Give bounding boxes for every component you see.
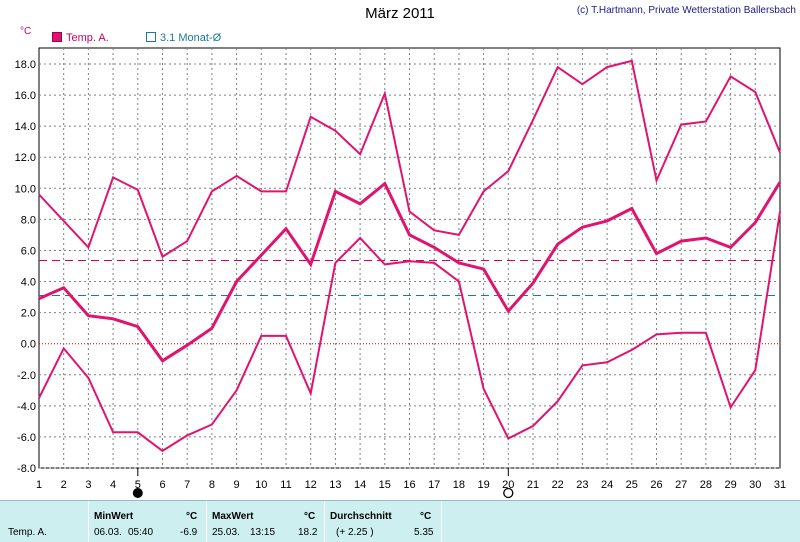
y-tick-label: 14.0 bbox=[15, 121, 36, 133]
x-tick-label: 17 bbox=[428, 479, 440, 491]
max-value-time: 13:15 bbox=[250, 527, 276, 538]
x-tick-label: 28 bbox=[700, 479, 712, 491]
stats-divider bbox=[324, 501, 325, 542]
x-tick-label: 30 bbox=[749, 479, 761, 491]
x-tick-label: 12 bbox=[305, 479, 317, 491]
x-tick-label: 18 bbox=[453, 479, 465, 491]
y-tick-label: 6.0 bbox=[21, 245, 36, 257]
x-tick-label: 20 bbox=[502, 479, 514, 491]
stats-divider bbox=[441, 501, 442, 542]
y-tick-label: -8.0 bbox=[17, 463, 36, 475]
legend-swatch-month-average bbox=[146, 32, 156, 42]
legend-item-month-average[interactable]: 3.1 Monat-Ø bbox=[146, 32, 221, 44]
x-tick-label: 9 bbox=[234, 479, 240, 491]
x-tick-label: 31 bbox=[774, 479, 786, 491]
average-header: Durchschnitt bbox=[330, 511, 392, 522]
y-tick-label: 0.0 bbox=[21, 339, 36, 351]
full-moon-icon bbox=[503, 487, 514, 499]
x-tick-label: 23 bbox=[576, 479, 588, 491]
legend-label-temperature: Temp. A. bbox=[66, 32, 109, 44]
max-value-unit: °C bbox=[304, 511, 316, 522]
new-moon-icon bbox=[132, 488, 143, 498]
y-tick-label: 12.0 bbox=[15, 152, 36, 164]
series-line-max bbox=[38, 59, 781, 259]
x-tick-label: 7 bbox=[184, 479, 190, 491]
legend-label-month-average: 3.1 Monat-Ø bbox=[160, 32, 222, 44]
y-axis-unit-label: °C bbox=[20, 26, 32, 37]
y-tick-label: 10.0 bbox=[15, 183, 36, 195]
x-tick-label: 15 bbox=[379, 479, 391, 491]
x-tick-label: 21 bbox=[527, 479, 539, 491]
y-tick-label: -2.0 bbox=[17, 370, 36, 382]
x-tick-label: 26 bbox=[650, 479, 662, 491]
average-value: 5.35 bbox=[414, 527, 434, 538]
grid bbox=[38, 47, 781, 469]
temperature-chart: 18.0 16.0 14.0 12.0 10.0 8.0 6.0 4.0 2.0 0.0 -2.0 -… bbox=[15, 47, 787, 499]
x-tick-label: 5 bbox=[135, 479, 141, 491]
min-value-time: 05:40 bbox=[128, 527, 154, 538]
x-tick-label: 24 bbox=[601, 479, 613, 491]
x-tick-label: 2 bbox=[61, 479, 67, 491]
series-line-min bbox=[38, 211, 781, 453]
series-lines bbox=[38, 59, 782, 453]
stats-row-label: Temp. A. bbox=[8, 527, 47, 538]
x-tick-label: 29 bbox=[724, 479, 736, 491]
y-tick-label: 18.0 bbox=[15, 59, 36, 71]
x-tick-label: 3 bbox=[85, 479, 91, 491]
min-value-date: 06.03. bbox=[94, 527, 122, 538]
x-tick-label: 27 bbox=[675, 479, 687, 491]
max-value-date: 25.03. bbox=[212, 527, 240, 538]
stats-divider bbox=[206, 501, 207, 542]
moon-phase-markers bbox=[132, 468, 514, 499]
legend-item-temperature[interactable]: Temp. A. bbox=[52, 32, 109, 44]
x-tick-label: 14 bbox=[354, 479, 366, 491]
y-tick-label: 4.0 bbox=[21, 277, 36, 289]
tick-labels: 18.0 16.0 14.0 12.0 10.0 8.0 6.0 4.0 2.0 0.0 -2.0 -… bbox=[15, 59, 787, 491]
series-line-mean bbox=[38, 181, 782, 363]
statistics-panel: Temp. A. MinWert °C 06.03. 05:40 -6.9 Ma… bbox=[0, 500, 800, 542]
min-value-header: MinWert bbox=[94, 511, 134, 522]
x-tick-label: 16 bbox=[403, 479, 415, 491]
max-value-header: MaxWert bbox=[212, 511, 254, 522]
x-tick-label: 11 bbox=[280, 479, 291, 491]
x-tick-label: 13 bbox=[329, 479, 341, 491]
x-tick-label: 8 bbox=[209, 479, 215, 491]
max-value: 18.2 bbox=[298, 527, 318, 538]
chart-title: März 2011 bbox=[365, 5, 435, 22]
y-tick-label: -4.0 bbox=[17, 401, 36, 413]
x-tick-label: 4 bbox=[110, 479, 116, 491]
x-tick-label: 19 bbox=[477, 479, 489, 491]
min-value: -6.9 bbox=[180, 527, 198, 538]
x-tick-label: 22 bbox=[552, 479, 564, 491]
stats-divider bbox=[88, 501, 89, 542]
average-unit: °C bbox=[420, 511, 432, 522]
y-tick-label: 8.0 bbox=[21, 214, 36, 226]
y-tick-label: 2.0 bbox=[21, 308, 36, 320]
x-tick-label: 6 bbox=[159, 479, 165, 491]
y-tick-label: 16.0 bbox=[15, 90, 36, 102]
x-tick-label: 25 bbox=[626, 479, 638, 491]
x-tick-label: 1 bbox=[36, 479, 42, 491]
legend-swatch-temperature bbox=[52, 32, 62, 42]
min-value-unit: °C bbox=[186, 511, 198, 522]
x-tick-label: 10 bbox=[255, 479, 267, 491]
copyright-notice: (c) T.Hartmann, Private Wetterstation Ba… bbox=[576, 5, 796, 16]
average-delta: (+ 2.25 ) bbox=[336, 527, 374, 538]
y-tick-label: -6.0 bbox=[17, 432, 36, 444]
